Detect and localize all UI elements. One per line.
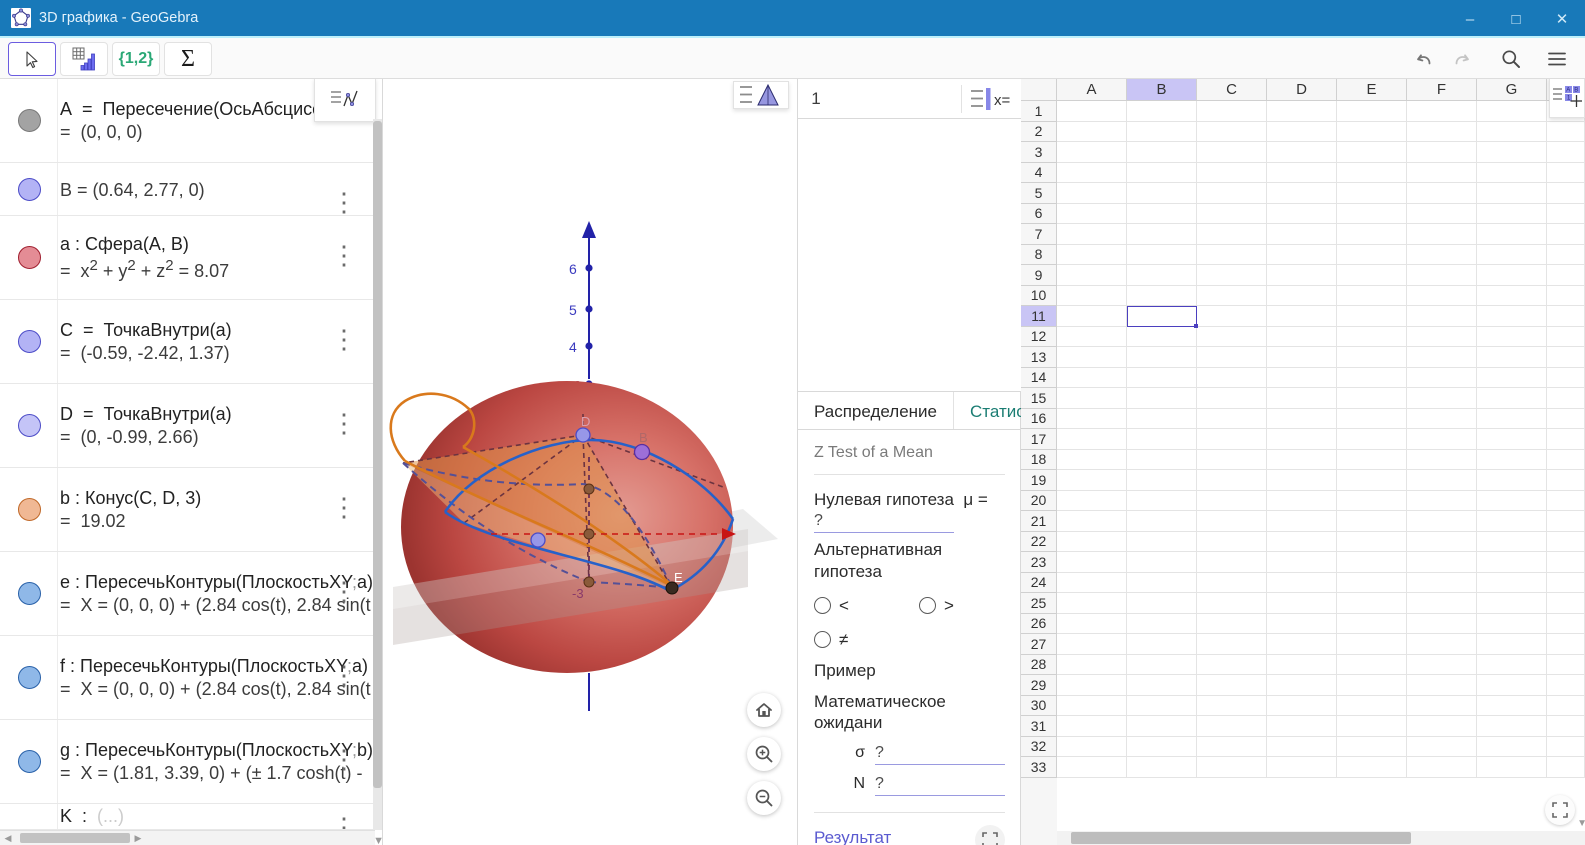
svg-text:A: A <box>1566 88 1570 94</box>
svg-text:5: 5 <box>569 302 577 318</box>
svg-text:D: D <box>581 414 590 429</box>
svg-text:E: E <box>674 570 683 585</box>
svg-text:-3: -3 <box>572 586 584 601</box>
svg-text:x=: x= <box>994 92 1011 109</box>
svg-text:B: B <box>1574 88 1578 94</box>
svg-text:B: B <box>639 430 648 445</box>
svg-text:6: 6 <box>569 261 577 277</box>
svg-text:4: 4 <box>569 339 577 355</box>
